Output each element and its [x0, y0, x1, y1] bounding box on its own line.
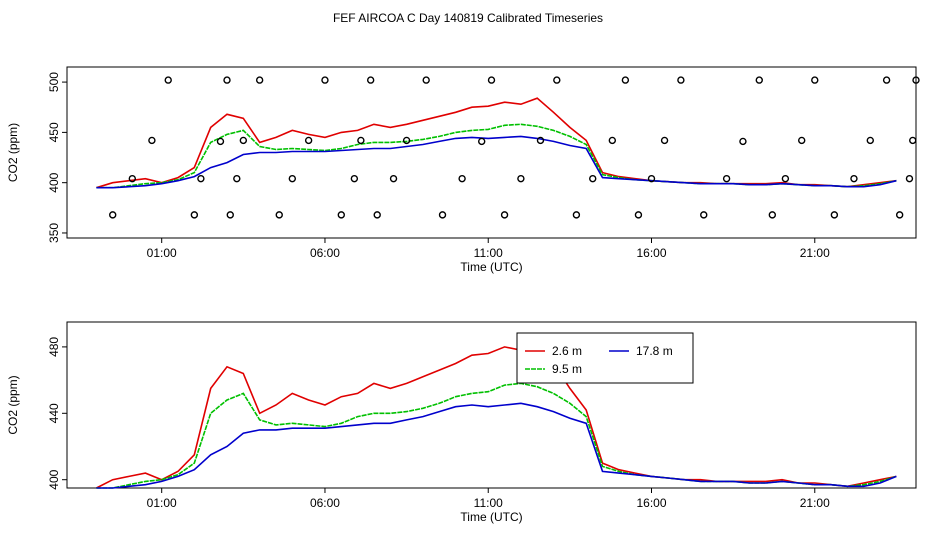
marker-point [722, 174, 731, 183]
marker-point [850, 174, 858, 183]
series-line-1 [96, 123, 897, 189]
marker-point [255, 76, 264, 84]
series-line-0 [96, 97, 897, 189]
marker-point [909, 136, 917, 145]
marker-point [647, 174, 656, 183]
y-tick-label: 350 [47, 223, 61, 243]
marker-point [905, 174, 914, 183]
series-line-2 [96, 135, 897, 189]
marker-point [164, 76, 172, 84]
marker-point [458, 174, 466, 183]
marker-point [197, 174, 205, 183]
marker-point [830, 211, 839, 219]
y-tick-label: 440 [47, 403, 61, 423]
x-tick-label: 01:00 [147, 496, 177, 510]
marker-point [389, 174, 398, 183]
marker-point [487, 76, 496, 84]
marker-point [755, 76, 763, 84]
marker-point [275, 211, 283, 219]
legend-label-2: 17.8 m [636, 344, 673, 358]
series-line-1 [96, 382, 897, 489]
y-tick-label: 400 [47, 469, 61, 489]
marker-point [350, 174, 359, 183]
x-axis-label: Time (UTC) [460, 510, 522, 524]
x-tick-label: 21:00 [800, 246, 830, 260]
marker-point [109, 211, 117, 219]
marker-point [739, 137, 747, 146]
x-tick-label: 06:00 [310, 246, 340, 260]
y-tick-label: 450 [47, 122, 61, 142]
marker-point [811, 76, 819, 84]
x-axis-label: Time (UTC) [460, 260, 522, 274]
marker-point [357, 136, 365, 145]
marker-point [572, 211, 581, 219]
marker-point [223, 76, 231, 84]
marker-point [536, 136, 545, 145]
marker-point [634, 211, 643, 219]
marker-point [677, 76, 685, 84]
marker-point [373, 211, 381, 219]
marker-point [500, 211, 509, 219]
y-tick-label: 480 [47, 337, 61, 357]
marker-point [216, 137, 225, 146]
x-tick-label: 21:00 [800, 496, 830, 510]
marker-point [402, 136, 411, 145]
marker-point [768, 211, 777, 219]
marker-point [233, 174, 241, 183]
legend-label-0: 2.6 m [552, 344, 582, 358]
marker-point [621, 76, 630, 84]
marker-point [517, 174, 525, 183]
marker-point [337, 211, 345, 219]
marker-point [239, 136, 248, 145]
y-tick-label: 400 [47, 172, 61, 192]
marker-point [700, 211, 708, 219]
marker-point [366, 76, 375, 84]
x-tick-label: 01:00 [147, 246, 177, 260]
marker-point [553, 76, 561, 84]
marker-point [128, 174, 137, 183]
marker-point [912, 76, 920, 84]
plot-frame [66, 66, 917, 239]
marker-point [882, 76, 891, 84]
marker-point [190, 211, 199, 219]
panel-bottom: 01:00 06:00 11:00 16:00 21:00 400 440 480 Time (… [6, 321, 917, 524]
marker-point [226, 211, 234, 219]
marker-point [304, 136, 313, 145]
marker-point [589, 174, 597, 183]
marker-point [288, 174, 297, 183]
series-line-2 [96, 402, 897, 489]
marker-point [798, 136, 806, 145]
x-tick-label: 16:00 [636, 496, 666, 510]
y-tick-label: 500 [47, 72, 61, 92]
marker-point [781, 174, 790, 183]
marker-point [660, 136, 669, 145]
marker-point [866, 136, 874, 145]
plot-frame [66, 321, 917, 489]
x-tick-label: 11:00 [474, 496, 503, 510]
panel-top: 01:00 06:00 11:00 16:00 21:00 350 400 450 500 Tim… [6, 66, 920, 274]
marker-point [148, 136, 156, 145]
x-tick-label: 06:00 [310, 496, 340, 510]
x-tick-label: 16:00 [636, 246, 666, 260]
marker-point [608, 136, 617, 145]
marker-point [478, 137, 486, 146]
chart-title: FEF AIRCOA C Day 140819 Calibrated Times… [333, 11, 603, 25]
marker-point [895, 211, 904, 219]
y-axis-label: CO2 (ppm) [6, 375, 20, 434]
legend-box [516, 332, 694, 384]
marker-point [438, 211, 447, 219]
legend: 2.6 m 9.5 m 17.8 m [516, 332, 694, 384]
series-line-0 [96, 339, 897, 489]
x-tick-label: 11:00 [474, 246, 503, 260]
y-axis-label: CO2 (ppm) [6, 123, 20, 182]
marker-point [422, 76, 430, 84]
legend-label-1: 9.5 m [552, 362, 582, 376]
marker-point [321, 76, 329, 84]
